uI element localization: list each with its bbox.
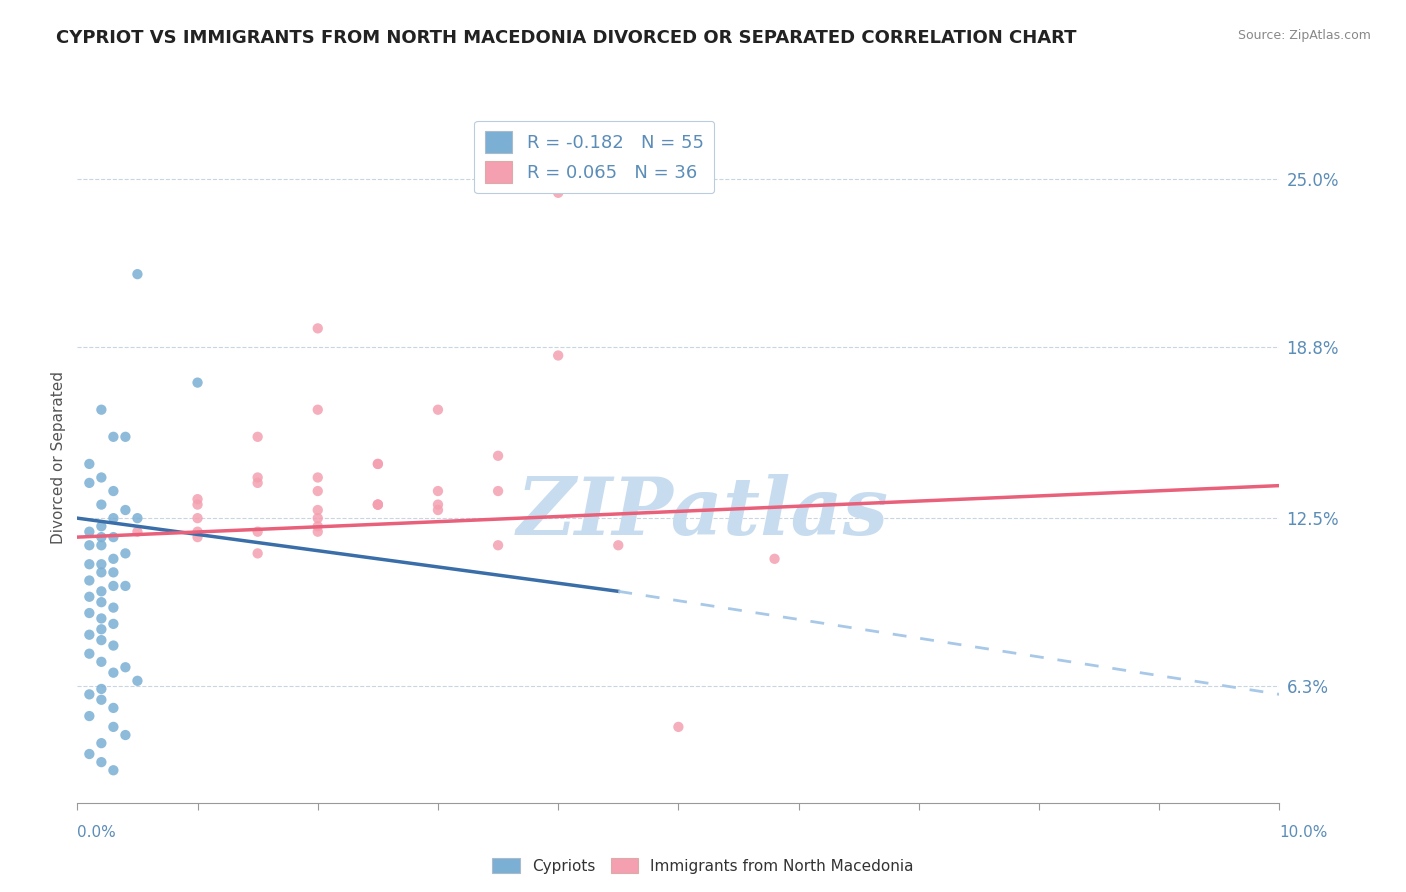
Point: [90, 566, 112, 580]
Point: [427, 503, 450, 517]
Point: [307, 483, 329, 498]
Point: [103, 720, 125, 734]
Point: [90, 558, 112, 572]
Point: [187, 524, 209, 539]
Point: [486, 483, 509, 498]
Point: [103, 579, 125, 593]
Point: [79, 628, 101, 642]
Point: [367, 457, 389, 471]
Point: [127, 524, 149, 539]
Point: [127, 267, 149, 281]
Point: [79, 647, 101, 661]
Point: [367, 498, 389, 512]
Point: [90, 530, 112, 544]
Point: [103, 764, 125, 778]
Point: [90, 611, 112, 625]
Point: [307, 470, 329, 484]
Point: [307, 519, 329, 533]
Point: [79, 524, 101, 539]
Point: [607, 538, 630, 552]
Point: [427, 483, 450, 498]
Point: [668, 720, 690, 734]
Point: [90, 755, 112, 769]
Point: [79, 747, 101, 761]
Point: [127, 511, 149, 525]
Point: [103, 639, 125, 653]
Point: [367, 498, 389, 512]
Point: [307, 511, 329, 525]
Point: [90, 595, 112, 609]
Point: [246, 524, 269, 539]
Point: [103, 511, 125, 525]
Point: [114, 503, 136, 517]
Point: [90, 519, 112, 533]
Point: [246, 430, 269, 444]
Point: [307, 321, 329, 335]
Point: [427, 402, 450, 417]
Point: [547, 186, 569, 200]
Point: [79, 538, 101, 552]
Point: [90, 693, 112, 707]
Text: 10.0%: 10.0%: [1279, 825, 1327, 839]
Point: [79, 606, 101, 620]
Point: [114, 430, 136, 444]
Point: [367, 457, 389, 471]
Legend: Cypriots, Immigrants from North Macedonia: Cypriots, Immigrants from North Macedoni…: [486, 852, 920, 880]
Point: [103, 530, 125, 544]
Point: [486, 449, 509, 463]
Point: [79, 558, 101, 572]
Point: [367, 498, 389, 512]
Point: [114, 579, 136, 593]
Point: [427, 498, 450, 512]
Point: [187, 498, 209, 512]
Text: Source: ZipAtlas.com: Source: ZipAtlas.com: [1237, 29, 1371, 42]
Point: [246, 475, 269, 490]
Point: [486, 538, 509, 552]
Point: [90, 681, 112, 696]
Point: [114, 660, 136, 674]
Point: [127, 673, 149, 688]
Text: 0.0%: 0.0%: [77, 825, 117, 839]
Point: [763, 551, 786, 566]
Point: [103, 551, 125, 566]
Point: [103, 616, 125, 631]
Y-axis label: Divorced or Separated: Divorced or Separated: [51, 371, 66, 543]
Point: [90, 584, 112, 599]
Point: [79, 574, 101, 588]
Point: [90, 736, 112, 750]
Point: [90, 633, 112, 648]
Point: [79, 475, 101, 490]
Text: CYPRIOT VS IMMIGRANTS FROM NORTH MACEDONIA DIVORCED OR SEPARATED CORRELATION CHA: CYPRIOT VS IMMIGRANTS FROM NORTH MACEDON…: [56, 29, 1077, 46]
Point: [307, 524, 329, 539]
Point: [187, 511, 209, 525]
Point: [246, 546, 269, 560]
Point: [90, 402, 112, 417]
Point: [246, 470, 269, 484]
Text: ZIPatlas: ZIPatlas: [516, 474, 889, 551]
Point: [79, 590, 101, 604]
Point: [103, 566, 125, 580]
Point: [79, 457, 101, 471]
Legend: R = -0.182   N = 55, R = 0.065   N = 36: R = -0.182 N = 55, R = 0.065 N = 36: [474, 120, 714, 194]
Point: [114, 546, 136, 560]
Point: [103, 600, 125, 615]
Point: [90, 622, 112, 636]
Point: [79, 687, 101, 701]
Point: [103, 665, 125, 680]
Point: [547, 349, 569, 363]
Point: [187, 376, 209, 390]
Point: [114, 728, 136, 742]
Point: [307, 503, 329, 517]
Point: [79, 709, 101, 723]
Point: [187, 530, 209, 544]
Point: [90, 498, 112, 512]
Point: [103, 701, 125, 715]
Point: [103, 430, 125, 444]
Point: [187, 492, 209, 507]
Point: [307, 402, 329, 417]
Point: [103, 483, 125, 498]
Point: [90, 538, 112, 552]
Point: [90, 655, 112, 669]
Point: [90, 470, 112, 484]
